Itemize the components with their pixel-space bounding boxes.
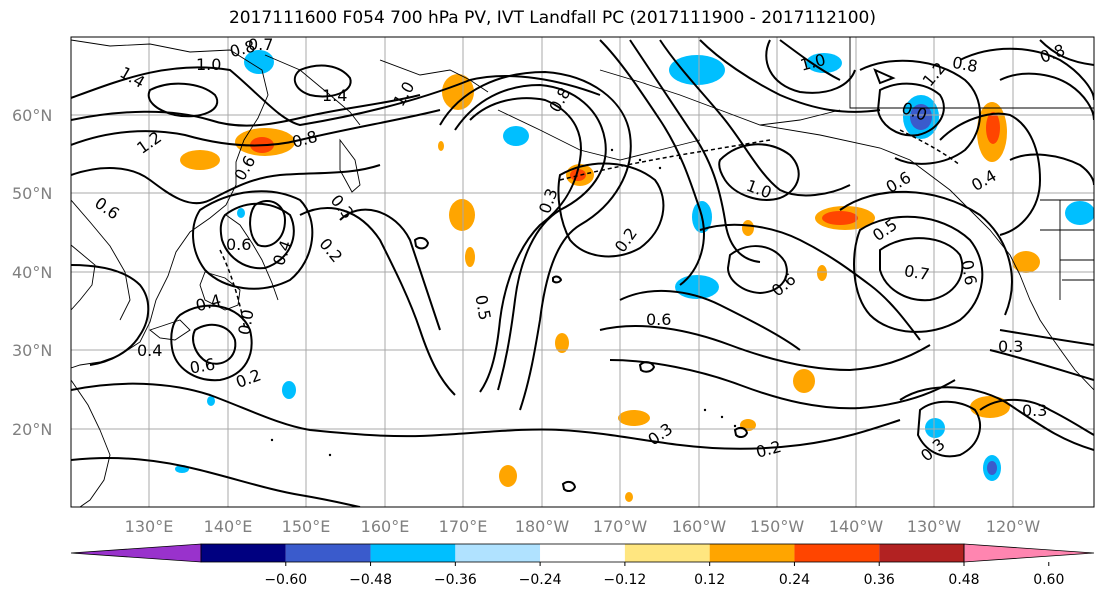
map-area: 0.8 0.7 1.0 1.4 1.2 1.4 1.0 0.8 0.6 0.6 …: [71, 35, 1094, 507]
lon-label: 120°W: [986, 517, 1041, 536]
colorbar-frame: [200, 543, 965, 563]
pc-negative-core: [987, 461, 997, 475]
colorbar-segment: [370, 544, 456, 562]
contour-label: 1.4: [322, 86, 347, 105]
colorbar-tick-label: 0.24: [779, 572, 810, 588]
lon-label: 130°W: [907, 517, 962, 536]
pc-positive-area: [1012, 251, 1040, 273]
pc-positive-area: [442, 74, 474, 110]
pc-positive-core: [822, 211, 858, 225]
pc-negative-core: [910, 104, 932, 130]
graticule: [71, 37, 1094, 507]
latitude-labels: 60°N 50°N 40°N 30°N 20°N: [12, 106, 52, 439]
pc-negative-area: [503, 126, 529, 146]
contour-label: 0.6: [226, 235, 251, 254]
colorbar-tick-label: −0.48: [349, 572, 392, 588]
contour-label: 0.4: [137, 341, 162, 360]
lon-label: 170°W: [593, 517, 648, 536]
colorbar-tick-label: 0.48: [948, 572, 979, 588]
pc-negative-area: [237, 208, 245, 218]
pc-positive-area: [817, 265, 827, 281]
lon-label: 140°W: [829, 517, 884, 536]
contour-label: 0.3: [1022, 401, 1047, 420]
colorbar-segment: [709, 544, 795, 562]
lon-label: 130°E: [125, 517, 174, 536]
lat-label: 20°N: [12, 420, 52, 439]
contour-label: 0.5: [471, 293, 494, 321]
colorbar-tick-label: 0.36: [864, 572, 895, 588]
colorbar-segment: [794, 544, 880, 562]
lat-label: 50°N: [12, 184, 52, 203]
pc-positive-area: [618, 410, 650, 426]
colorbar-extension-low: [70, 543, 202, 563]
contour-label: 0.8: [951, 53, 979, 76]
lat-label: 30°N: [12, 341, 52, 360]
lon-label: 180°W: [515, 517, 570, 536]
pc-positive-area: [180, 150, 220, 170]
lon-label: 150°W: [750, 517, 805, 536]
pc-negative-area: [1065, 201, 1094, 225]
pv-contours: [71, 39, 1094, 507]
contour-label: 1.0: [196, 55, 221, 74]
zero-contour: [219, 129, 961, 331]
pc-negative-area: [282, 381, 296, 399]
contour-label: 0.7: [903, 261, 931, 284]
ivt-shading: [175, 50, 1094, 502]
pc-negative-area: [669, 55, 725, 85]
contour-label: 0.6: [188, 354, 216, 377]
lon-label: 140°E: [204, 517, 253, 536]
pc-positive-area: [742, 220, 754, 236]
colorbar-tick-label: −0.36: [434, 572, 477, 588]
lat-label: 40°N: [12, 263, 52, 282]
pc-negative-area: [806, 53, 842, 73]
coastlines: [71, 37, 1094, 507]
colorbar-segment: [201, 544, 286, 562]
colorbar-tick-label: 0.12: [694, 572, 725, 588]
colorbar-segment: [624, 544, 710, 562]
contour-label: 0.6: [957, 258, 980, 286]
pc-positive-area: [449, 199, 475, 231]
pc-negative-area: [925, 418, 945, 438]
pc-positive-area: [625, 492, 633, 502]
pc-positive-area: [793, 369, 815, 393]
contour-label: 0.6: [646, 310, 671, 329]
map-title: 2017111600 F054 700 hPa PV, IVT Landfall…: [228, 8, 876, 28]
pc-positive-area: [970, 396, 1010, 418]
colorbar-tick-label: −0.24: [519, 572, 562, 588]
contour-label: 0.3: [998, 337, 1023, 356]
colorbar-tick-label: −0.12: [603, 572, 646, 588]
colorbar-tick-label: 0.60: [1033, 572, 1064, 588]
map-frame: [70, 36, 1095, 508]
lon-label: 160°W: [672, 517, 727, 536]
pc-positive-core: [986, 112, 1000, 144]
pc-positive-area: [465, 247, 475, 267]
lon-label: 170°E: [439, 517, 488, 536]
colorbar-segment: [540, 544, 625, 562]
colorbar-ticks: −0.60 −0.48 −0.36 −0.24 −0.12 0.12 0.24 0.36 0.4…: [264, 562, 1064, 588]
colorbar-extension-high: [963, 543, 1095, 563]
contour-label: 0.7: [248, 35, 273, 54]
colorbar-segment: [455, 544, 541, 562]
lat-label: 60°N: [12, 106, 52, 125]
colorbar-segment: [285, 544, 371, 562]
pc-positive-area: [499, 465, 517, 487]
islands: [270, 148, 737, 457]
pc-positive-core: [570, 169, 586, 181]
colorbar-tick-label: −0.60: [264, 572, 307, 588]
longitude-labels: 130°E 140°E 150°E 160°E 170°E 180°W 170°…: [125, 517, 1041, 536]
contour-label: 0.0: [234, 308, 257, 336]
pc-negative-area: [207, 396, 215, 406]
colorbar: [70, 543, 1095, 563]
colorbar-segment: [879, 544, 964, 562]
lon-label: 160°E: [361, 517, 410, 536]
pc-positive-area: [438, 141, 444, 151]
lon-label: 150°E: [282, 517, 331, 536]
pc-positive-area: [555, 333, 569, 353]
